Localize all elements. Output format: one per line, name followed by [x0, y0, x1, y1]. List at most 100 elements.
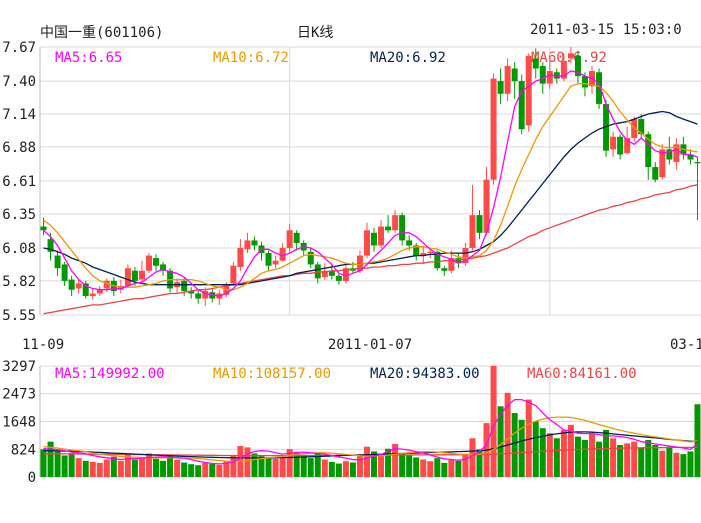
candle-body: [392, 215, 399, 231]
volume-bar: [617, 445, 624, 477]
candle-body: [525, 55, 532, 126]
volume-bar: [434, 458, 441, 477]
candle-body: [462, 248, 469, 264]
volume-bar: [469, 438, 476, 477]
volume-bar: [349, 462, 356, 477]
volume-bar: [230, 455, 237, 477]
candle-body: [321, 270, 328, 278]
volume-bar: [293, 452, 300, 477]
candle-body: [427, 251, 434, 254]
candle-body: [546, 71, 553, 84]
volume-bar: [160, 460, 167, 477]
volume-tick-label: 0: [28, 470, 36, 486]
candle-body: [160, 264, 167, 271]
candle-body: [47, 239, 54, 252]
legend-ma10: MA10:6.72: [213, 50, 289, 66]
candle-body: [659, 149, 666, 178]
volume-bar: [68, 453, 75, 477]
candle-body: [40, 226, 47, 231]
volume-bar: [195, 465, 202, 477]
volume-bar: [476, 449, 483, 477]
candle-body: [356, 255, 363, 271]
volume-bar: [589, 433, 596, 477]
volume-bar: [659, 450, 666, 477]
volume-bar: [392, 444, 399, 477]
volume-bar: [504, 392, 511, 477]
x-tick-label: 11-09: [22, 337, 64, 353]
price-tick-label: 6.61: [2, 174, 36, 190]
volume-bar: [511, 413, 518, 477]
volume-bar: [167, 456, 174, 477]
candle-body: [181, 280, 188, 291]
volume-bar: [553, 438, 560, 477]
candle-body: [131, 270, 138, 281]
candle-body: [406, 240, 413, 246]
candle-body: [293, 232, 300, 243]
candle-body: [188, 290, 195, 294]
stock-title: 中国一重(601106): [40, 25, 164, 41]
volume-bar: [490, 365, 497, 477]
legend-ma5: MA5:6.65: [55, 50, 123, 66]
candle-body: [138, 270, 145, 280]
candle-body: [497, 81, 504, 94]
volume-bar: [546, 433, 553, 477]
candle-body: [567, 53, 574, 59]
volume-bar: [356, 456, 363, 477]
volume-bar: [567, 424, 574, 477]
candle-body: [96, 289, 103, 294]
candle-body: [638, 119, 645, 135]
candle-body: [251, 240, 258, 246]
volume-bar: [40, 449, 47, 477]
legend-ma20: MA20:6.92: [370, 50, 446, 66]
candle-body: [202, 290, 209, 299]
candle-body: [328, 270, 335, 276]
volume-bar: [574, 436, 581, 477]
price-tick-label: 6.88: [2, 140, 36, 156]
volume-bar: [399, 452, 406, 477]
volume-bar: [363, 446, 370, 477]
candle-body: [469, 215, 476, 248]
price-tick-label: 6.08: [2, 241, 36, 257]
volume-bar: [244, 447, 251, 477]
legend-vol-ma5: MA5:149992.00: [55, 366, 165, 382]
volume-bar: [560, 429, 567, 477]
candle-body: [581, 76, 588, 88]
volume-bar: [103, 459, 110, 477]
candle-body: [645, 134, 652, 168]
volume-bar: [145, 453, 152, 477]
candle-body: [518, 81, 525, 130]
candle-body: [61, 264, 68, 281]
volume-bar: [110, 456, 117, 477]
candle-body: [279, 248, 286, 261]
volume-ma5-line: [43, 398, 698, 465]
candle-body: [574, 55, 581, 77]
volume-tick-label: 824: [11, 442, 36, 458]
candle-body: [560, 60, 567, 79]
candle-body: [596, 72, 603, 104]
candle-body: [378, 226, 385, 246]
candle-body: [504, 65, 511, 94]
price-tick-label: 7.40: [2, 74, 36, 90]
candle-body: [335, 275, 342, 281]
candle-body: [420, 253, 427, 256]
price-tick-label: 7.14: [2, 107, 36, 123]
legend-vol-ma60: MA60:84161.00: [527, 366, 637, 382]
volume-bar: [117, 460, 124, 477]
volume-bar: [427, 461, 434, 477]
volume-bar: [420, 459, 427, 477]
volume-bar: [532, 421, 539, 477]
candle-body: [448, 258, 455, 271]
candle-body: [694, 162, 701, 164]
volume-bar: [645, 439, 652, 477]
volume-bar: [581, 439, 588, 477]
volume-bar: [258, 456, 265, 477]
volume-bar: [272, 458, 279, 477]
volume-bar: [188, 464, 195, 477]
volume-bar: [462, 453, 469, 477]
volume-bar: [223, 461, 230, 477]
volume-bar: [448, 459, 455, 477]
volume-bar: [300, 455, 307, 477]
volume-bar: [631, 441, 638, 477]
